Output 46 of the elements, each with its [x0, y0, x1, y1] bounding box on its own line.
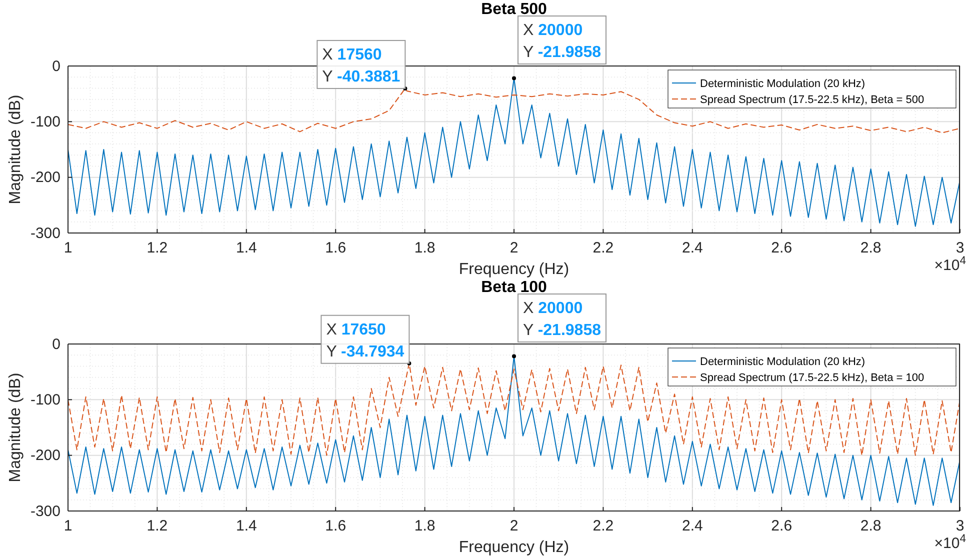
x-tick-label: 1.8 — [414, 518, 436, 534]
y-axis-title: Magnitude (dB) — [7, 94, 24, 204]
y-tick-label: -100 — [30, 113, 60, 130]
legend-label: Spread Spectrum (17.5-22.5 kHz), Beta = 100 — [700, 372, 924, 384]
x-tick-label: 2.6 — [771, 240, 792, 256]
x-tick-label: 2.2 — [592, 518, 614, 534]
legend-label: Deterministic Modulation (20 kHz) — [700, 356, 866, 368]
text: ×10$^{4}$ — [934, 255, 966, 274]
x-tick-label: 1.2 — [146, 518, 168, 534]
x-tick-label: 2 — [510, 240, 518, 256]
x-tick-label: 2.8 — [860, 240, 882, 256]
x-tick-label: 1.2 — [146, 240, 168, 256]
y-tick-label: -200 — [30, 447, 60, 464]
legend-label: Spread Spectrum (17.5-22.5 kHz), Beta = 500 — [700, 94, 924, 106]
y-tick-label: 0 — [52, 58, 60, 75]
legend-label: Deterministic Modulation (20 kHz) — [700, 78, 866, 90]
annotation: X 20000 Y -21.9858 — [523, 300, 602, 339]
x-tick-label: 1 — [64, 240, 72, 256]
y-tick-label: -200 — [30, 169, 60, 186]
annotation: X 17650 Y -34.7934 — [326, 321, 404, 360]
x-tick-label: 2.6 — [771, 518, 792, 534]
y-tick-label: -300 — [30, 224, 60, 242]
text: ×10$^{4}$ — [934, 533, 966, 552]
x-tick-label: 1 — [64, 518, 72, 534]
annotation: X 17560 Y -40.3881 — [322, 46, 400, 86]
chart-title: Beta 100 — [481, 279, 548, 296]
annotation: X 20000 Y -21.9858 — [523, 22, 602, 61]
x-tick-label: 1.4 — [236, 240, 257, 256]
x-axis-title: Frequency (Hz) — [458, 539, 570, 556]
x-tick-label: 2.8 — [860, 518, 882, 534]
x-tick-label: 3 — [956, 518, 964, 534]
y-tick-label: -300 — [30, 502, 60, 520]
x-tick-label: 2.4 — [682, 240, 703, 256]
x-tick-label: 2.2 — [592, 240, 614, 256]
chart-title: Beta 500 — [481, 1, 548, 18]
x-tick-label: 1.4 — [236, 518, 257, 534]
y-tick-label: -100 — [30, 391, 60, 408]
x-tick-label: 2 — [510, 518, 518, 534]
x-tick-label: 3 — [956, 240, 964, 256]
x-tick-label: 1.6 — [325, 240, 346, 256]
y-tick-label: 0 — [52, 336, 60, 353]
x-tick-label: 1.6 — [325, 518, 346, 534]
x-tick-label: 1.8 — [414, 240, 436, 256]
y-axis-title: Magnitude (dB) — [7, 372, 24, 482]
x-tick-label: 2.4 — [682, 518, 703, 534]
x-axis-title: Frequency (Hz) — [458, 261, 570, 278]
